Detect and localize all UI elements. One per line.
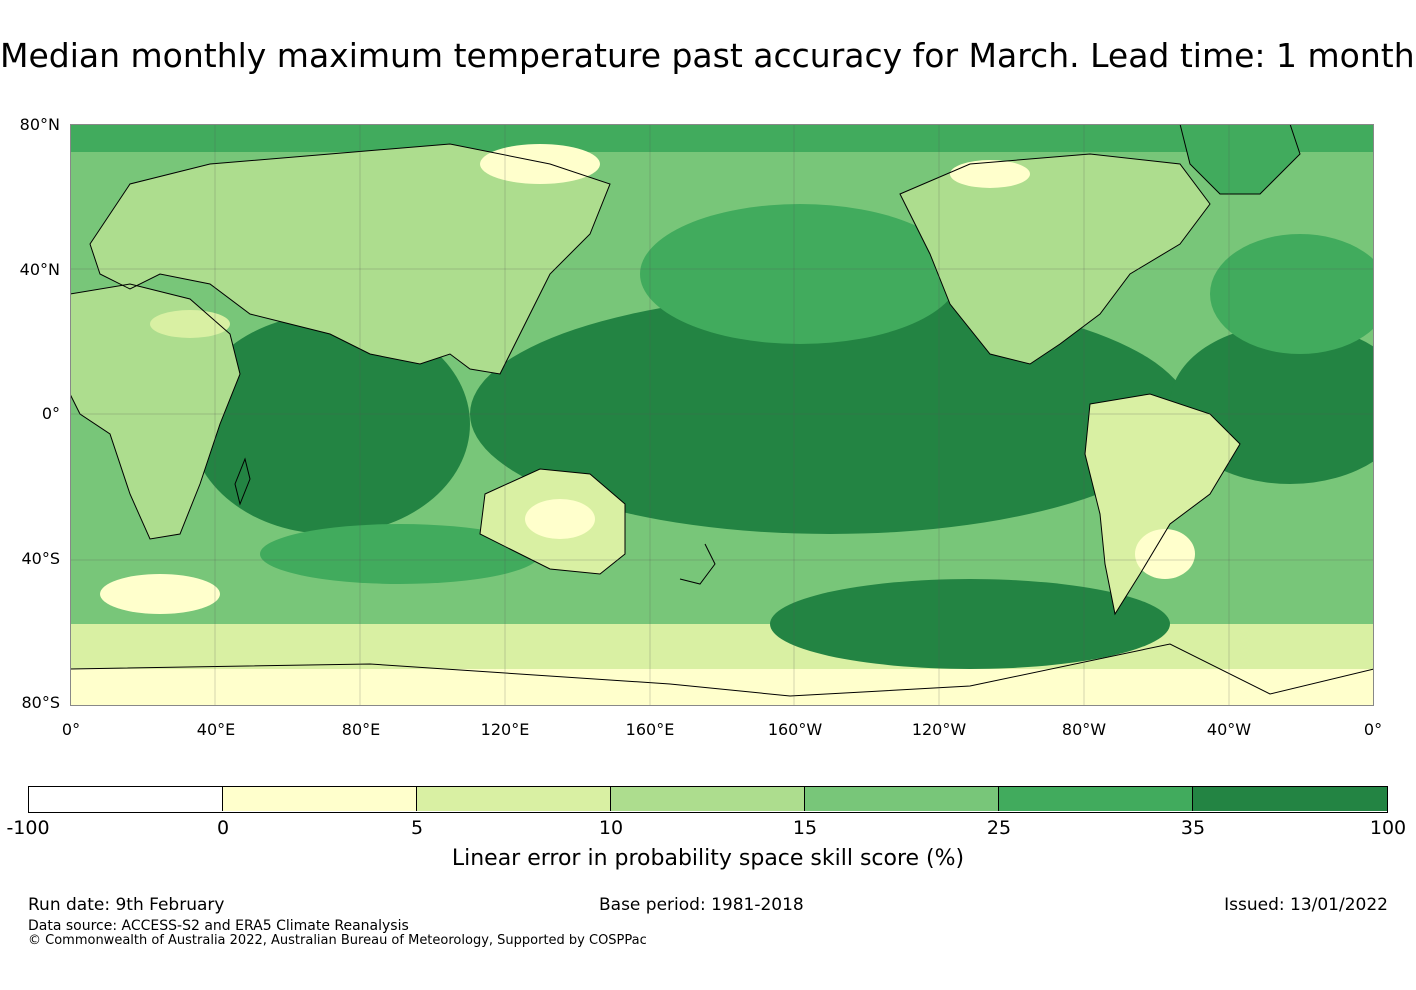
land-north-america [900, 154, 1210, 364]
lat-label-0: 0° [41, 404, 60, 423]
patch-south-atlantic [100, 574, 220, 614]
lon-label-0-left: 0° [61, 720, 81, 739]
colorbar-segment-5 [999, 786, 1193, 811]
colorbar-segment-6 [1193, 786, 1388, 811]
zone-southern-pacific [770, 579, 1170, 669]
colorbar-tick-100: 100 [1369, 817, 1407, 839]
chart-title: Median monthly maximum temperature past … [0, 36, 1416, 75]
zone-indian-ocean [190, 314, 470, 534]
lon-label-40w: 40°W [1206, 720, 1252, 739]
coastlines [70, 124, 1374, 697]
patch-siberia [480, 144, 600, 184]
lon-label-0-right: 0° [1363, 720, 1383, 739]
coast-antarctica [70, 643, 1374, 697]
coast-madagascar [234, 457, 251, 506]
colorbar-tick-5: 5 [410, 817, 424, 839]
colorbar-title: Linear error in probability space skill … [451, 846, 965, 871]
zone-south-indian [260, 524, 540, 584]
lon-label-160e: 160°E [625, 720, 675, 739]
lat-label-40n: 40°N [19, 260, 60, 279]
graticule [70, 124, 1374, 706]
issued-date: Issued: 13/01/2022 [1224, 895, 1388, 915]
colorbar-segment-1 [223, 786, 417, 811]
colorbar-tick-10: 10 [598, 817, 624, 839]
patch-canada [950, 160, 1030, 188]
lon-label-120e: 120°E [480, 720, 530, 739]
data-source: Data source: ACCESS-S2 and ERA5 Climate … [28, 918, 409, 934]
colorbar [28, 786, 1388, 813]
base-period: Base period: 1981-2018 [599, 895, 804, 915]
band-antarctic [70, 669, 1374, 706]
patch-patagonia [1135, 529, 1195, 579]
run-date: Run date: 9th February [28, 895, 225, 915]
coast-north-america [899, 153, 1211, 365]
colorbar-segment-0 [28, 786, 223, 811]
zone-north-atlantic [1210, 234, 1374, 354]
colorbar-tick-25: 25 [986, 817, 1012, 839]
lon-label-160w: 160°W [767, 720, 823, 739]
colorbar-segment-4 [805, 786, 999, 811]
coast-australia [479, 468, 626, 575]
lon-label-80e: 80°E [341, 720, 381, 739]
lat-label-40s: 40°S [21, 549, 60, 568]
coast-eurasia [89, 143, 611, 375]
colorbar-tick-35: 35 [1180, 817, 1206, 839]
patch-australia-interior [525, 499, 595, 539]
colorbar-segment-3 [611, 786, 805, 811]
land-eurasia [90, 144, 610, 374]
lon-label-40e: 40°E [196, 720, 236, 739]
band-arctic [70, 124, 1374, 152]
map-frame [70, 124, 1374, 706]
skill-map [70, 124, 1374, 706]
lon-label-120w: 120°W [911, 720, 967, 739]
zone-north-pacific [640, 204, 960, 344]
coast-new-zealand [679, 543, 716, 585]
coast-greenland [1179, 124, 1301, 195]
land-africa [70, 284, 240, 539]
coast-africa [70, 283, 241, 540]
land-greenland [1180, 124, 1300, 194]
lat-label-80n: 80°N [19, 115, 60, 134]
lon-label-80w: 80°W [1061, 720, 1107, 739]
lat-label-80s: 80°S [21, 693, 60, 712]
land-south-america [1085, 394, 1240, 614]
colorbar-tick-15: 15 [792, 817, 818, 839]
coast-south-america [1084, 393, 1241, 616]
colorbar-segment-2 [417, 786, 611, 811]
colorbar-tick-0: 0 [216, 817, 230, 839]
copyright: © Commonwealth of Australia 2022, Austra… [28, 933, 647, 948]
colorbar-tick--100: -100 [6, 817, 50, 839]
colorbar-frame [28, 786, 1388, 813]
map-panel [70, 124, 1374, 706]
